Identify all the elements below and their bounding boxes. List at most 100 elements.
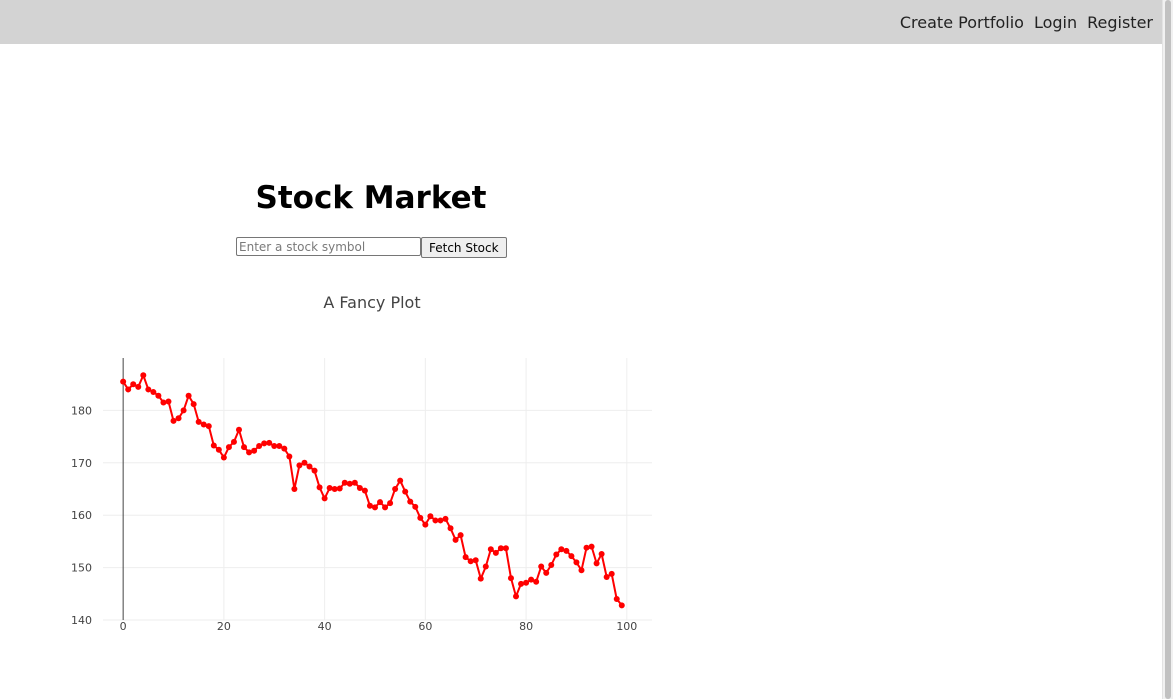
data-point xyxy=(190,401,197,408)
login-link[interactable]: Login xyxy=(1033,12,1078,32)
data-point xyxy=(457,532,464,539)
data-point xyxy=(251,447,258,454)
data-point xyxy=(346,480,353,487)
y-tick-label: 180 xyxy=(71,404,92,417)
data-point xyxy=(155,392,162,399)
fetch-stock-button[interactable]: Fetch Stock xyxy=(421,237,507,258)
data-point xyxy=(568,553,575,560)
data-point xyxy=(402,488,409,495)
data-point xyxy=(311,467,318,474)
data-point xyxy=(422,521,429,528)
x-tick-label: 100 xyxy=(616,620,637,633)
scrollbar-thumb[interactable] xyxy=(1165,0,1171,699)
data-point xyxy=(200,421,207,428)
data-point xyxy=(135,383,142,390)
data-point xyxy=(477,575,484,582)
data-point xyxy=(266,439,273,446)
data-point xyxy=(583,544,590,551)
data-point xyxy=(462,554,469,561)
data-point xyxy=(507,575,514,582)
data-point xyxy=(316,484,323,491)
data-point xyxy=(588,543,595,550)
data-point xyxy=(382,504,389,511)
y-tick-label: 150 xyxy=(71,562,92,575)
data-point xyxy=(417,514,424,521)
data-point xyxy=(387,500,394,507)
data-point xyxy=(482,563,489,570)
data-point xyxy=(225,444,232,451)
data-point xyxy=(563,547,570,554)
data-point xyxy=(543,569,550,576)
top-navbar: Create Portfolio Login Register xyxy=(0,0,1163,44)
data-point xyxy=(553,551,560,558)
data-point xyxy=(210,442,217,449)
data-point xyxy=(447,525,454,532)
data-point xyxy=(598,550,605,557)
data-point xyxy=(230,438,237,445)
data-point xyxy=(497,545,504,552)
data-point xyxy=(578,567,585,574)
chart-series xyxy=(120,372,625,609)
data-point xyxy=(306,463,313,470)
x-tick-label: 0 xyxy=(120,620,127,633)
data-point xyxy=(427,513,434,520)
data-point xyxy=(241,444,248,451)
data-point xyxy=(140,372,147,379)
y-tick-label: 160 xyxy=(71,509,92,522)
data-point xyxy=(130,381,137,388)
data-point xyxy=(573,559,580,566)
data-point xyxy=(407,498,414,505)
data-point xyxy=(533,578,540,585)
data-point xyxy=(487,546,494,553)
data-point xyxy=(467,558,474,565)
data-point xyxy=(502,545,509,552)
data-point xyxy=(432,517,439,524)
data-point xyxy=(120,378,127,385)
x-tick-label: 80 xyxy=(519,620,533,633)
data-point xyxy=(613,596,620,603)
vertical-scrollbar[interactable] xyxy=(1162,0,1173,699)
data-point xyxy=(341,479,348,486)
data-point xyxy=(397,477,404,484)
nav-links: Create Portfolio Login Register xyxy=(900,0,1153,44)
data-point xyxy=(170,417,177,424)
page-title: Stock Market xyxy=(255,180,487,216)
data-point xyxy=(472,557,479,564)
data-point xyxy=(538,563,545,570)
data-point xyxy=(276,443,283,450)
data-point xyxy=(145,386,152,393)
y-tick-label: 140 xyxy=(71,614,92,627)
register-link[interactable]: Register xyxy=(1087,12,1153,32)
y-tick-label: 170 xyxy=(71,457,92,470)
data-point xyxy=(215,446,222,453)
data-point xyxy=(180,407,187,414)
data-point xyxy=(371,504,378,511)
data-point xyxy=(321,495,328,502)
data-point xyxy=(220,454,227,461)
data-point xyxy=(246,449,253,456)
data-point xyxy=(618,602,625,609)
data-point xyxy=(296,462,303,469)
data-point xyxy=(437,517,444,524)
data-point xyxy=(150,389,157,396)
data-point xyxy=(160,399,167,406)
create-portfolio-link[interactable]: Create Portfolio xyxy=(899,12,1024,32)
data-point xyxy=(165,398,172,405)
data-point xyxy=(291,486,298,492)
data-point xyxy=(412,503,419,510)
data-point xyxy=(205,423,212,430)
data-point xyxy=(392,486,399,492)
data-point xyxy=(593,560,600,567)
stock-price-chart: A Fancy Plot 140 150 160 170 180 0 20 40 60 80 100 xyxy=(71,293,652,633)
stock-symbol-input[interactable] xyxy=(236,237,421,256)
data-point xyxy=(528,576,535,583)
data-point xyxy=(261,440,268,447)
data-point xyxy=(281,445,288,452)
chart-grid xyxy=(103,358,652,621)
data-point xyxy=(175,415,182,422)
data-point xyxy=(256,443,263,450)
x-tick-label: 60 xyxy=(418,620,432,633)
data-point xyxy=(442,515,449,522)
data-point xyxy=(452,536,459,543)
data-point xyxy=(513,593,520,600)
